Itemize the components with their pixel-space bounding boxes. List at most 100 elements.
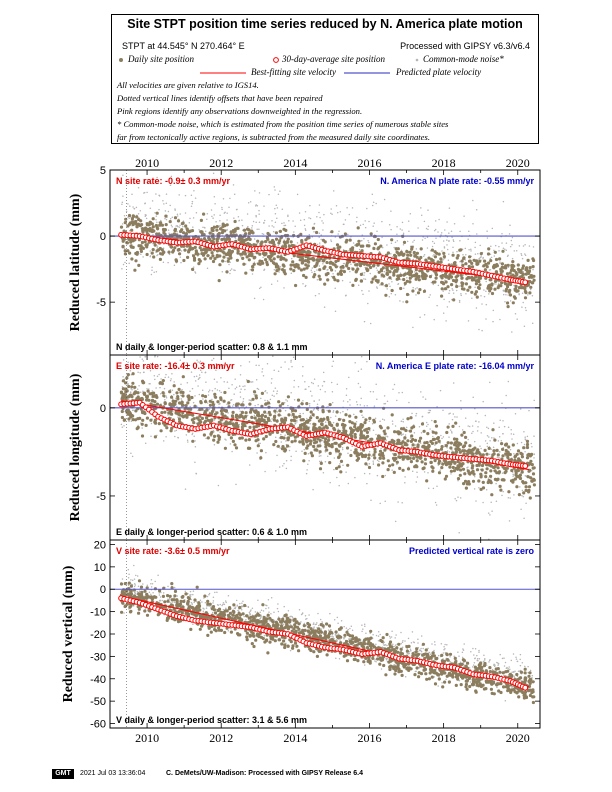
cmn-point [361, 414, 363, 416]
daily-point [522, 481, 526, 485]
daily-point [154, 394, 158, 398]
daily-point [527, 485, 532, 489]
cmn-point [130, 367, 132, 370]
cmn-point [283, 239, 285, 241]
daily-point [518, 275, 522, 279]
daily-point [379, 244, 383, 248]
daily-point [327, 420, 331, 424]
cmn-point [150, 273, 153, 276]
cmn-point [342, 223, 345, 226]
daily-point [217, 279, 221, 283]
daily-point [495, 263, 499, 267]
cmn-point [427, 225, 430, 228]
cmn-point [153, 271, 155, 274]
daily-point [265, 263, 269, 267]
daily-point [481, 480, 485, 484]
daily-point [300, 423, 304, 427]
daily-point [211, 228, 215, 233]
cmn-point [464, 259, 467, 261]
cmn-point [142, 360, 145, 362]
daily-point [128, 251, 132, 255]
cmn-point [196, 158, 198, 160]
daily-point [474, 290, 478, 294]
cmn-point [127, 216, 129, 218]
cmn-point [238, 408, 241, 410]
cmn-point [156, 355, 159, 358]
daily-point [342, 426, 346, 430]
cmn-point [284, 361, 286, 363]
cmn-point [326, 455, 329, 457]
daily-point [215, 239, 219, 243]
cmn-point [156, 246, 158, 249]
daily-point [500, 442, 504, 446]
daily-point [384, 253, 389, 257]
cmn-point [454, 416, 456, 418]
daily-point [216, 236, 220, 241]
cmn-point [179, 224, 181, 226]
cmn-point [448, 289, 451, 292]
daily-point [327, 438, 331, 442]
daily-point [276, 255, 280, 259]
cmn-point [235, 483, 237, 486]
cmn-point [260, 286, 262, 288]
daily-point [414, 268, 418, 272]
daily-point [140, 246, 144, 250]
cmn-point [121, 203, 123, 205]
daily-point [299, 425, 303, 429]
daily-point [523, 284, 527, 289]
cmn-point [234, 237, 237, 239]
daily-point [359, 244, 363, 248]
cmn-point [462, 254, 464, 256]
cmn-point [460, 399, 462, 402]
cmn-point [442, 312, 445, 314]
daily-point [509, 458, 513, 462]
daily-point [500, 281, 504, 285]
cmn-point [505, 293, 507, 296]
cmn-point [279, 190, 281, 192]
daily-point [182, 258, 186, 263]
cmn-point [381, 246, 384, 249]
cmn-point [330, 416, 332, 419]
daily-point [405, 292, 410, 297]
cmn-point [507, 380, 510, 383]
daily-point [244, 232, 248, 236]
cmn-point [227, 412, 229, 414]
cmn-point [524, 436, 526, 438]
daily-point [395, 277, 399, 281]
daily-point [315, 258, 319, 262]
daily-point [499, 272, 503, 276]
cmn-point [415, 412, 418, 415]
cmn-point [521, 257, 524, 260]
daily-point [135, 215, 139, 219]
daily-point [484, 276, 488, 280]
cmn-point [416, 471, 418, 474]
daily-point [383, 432, 387, 436]
cmn-point [344, 219, 347, 221]
daily-point [129, 244, 133, 248]
cmn-point [248, 399, 250, 401]
cmn-point [444, 229, 446, 231]
daily-point [468, 255, 472, 259]
daily-point [470, 261, 474, 265]
daily-point [302, 267, 306, 271]
daily-point [227, 432, 231, 437]
cmn-point [294, 422, 297, 424]
cmn-point [435, 237, 437, 239]
cmn-point [225, 439, 227, 441]
cmn-point [473, 440, 476, 443]
cmn-point [334, 236, 337, 238]
daily-point [273, 414, 277, 418]
daily-point [399, 286, 403, 291]
daily-point [437, 449, 441, 453]
daily-point [311, 257, 315, 261]
daily-point [153, 400, 157, 404]
cmn-point [425, 425, 428, 427]
cmn-point [198, 362, 201, 364]
cmn-point [279, 447, 281, 449]
cmn-point [337, 428, 339, 430]
daily-point [522, 446, 526, 450]
daily-point [427, 256, 431, 260]
cmn-point [423, 254, 426, 256]
daily-point [478, 259, 482, 263]
daily-point [208, 231, 212, 235]
